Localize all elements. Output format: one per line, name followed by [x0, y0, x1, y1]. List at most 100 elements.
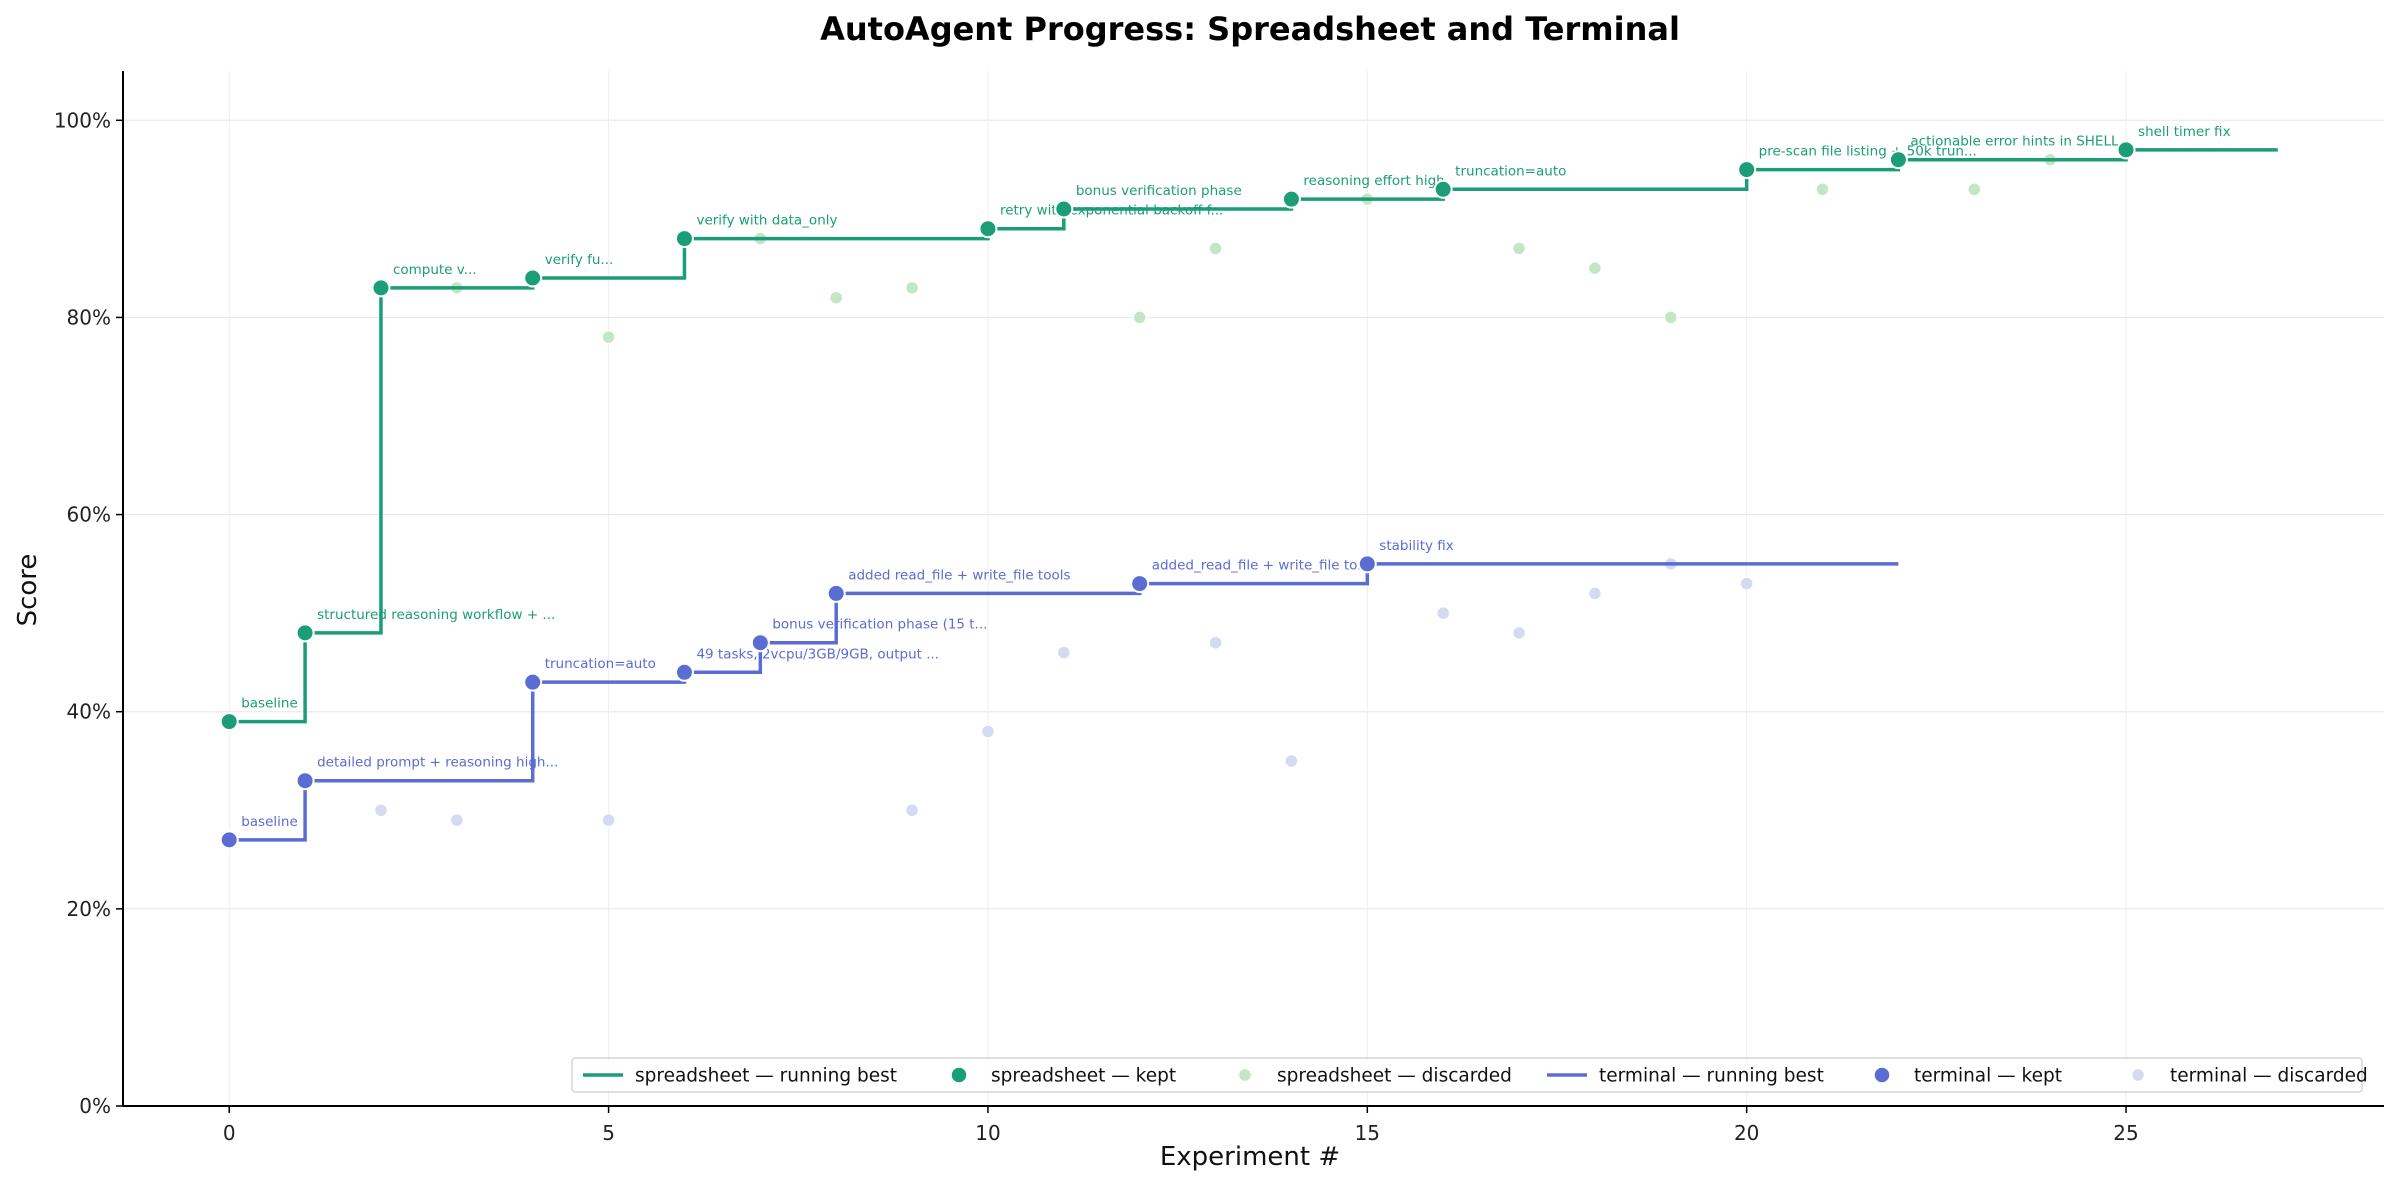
- legend-swatch-dot: [1873, 1066, 1891, 1084]
- legend-swatch-dot: [950, 1066, 968, 1084]
- y-tick-label: 100%: [54, 108, 111, 132]
- chart-title: AutoAgent Progress: Spreadsheet and Term…: [820, 10, 1680, 48]
- terminal-discarded-point: [449, 812, 465, 828]
- legend-item-terminal-running-best: terminal — running best: [1547, 1066, 1824, 1087]
- legend-item-terminal-discarded: terminal — discarded: [2130, 1066, 2368, 1087]
- spreadsheet-kept-annotation: verify fu...: [545, 252, 614, 268]
- terminal-kept-point: [219, 830, 239, 850]
- terminal-discarded-point: [1511, 625, 1527, 641]
- terminal-series: baseline detailed prompt + reasoning high…: [219, 538, 1899, 850]
- legend-label: spreadsheet — discarded: [1277, 1066, 1512, 1087]
- spreadsheet-kept-annotation: verify with data_only: [696, 213, 837, 229]
- legend-label: spreadsheet — kept: [991, 1066, 1176, 1087]
- spreadsheet-kept-point: [1054, 199, 1074, 219]
- terminal-kept-annotation: stability fix: [1379, 538, 1454, 554]
- spreadsheet-kept-point: [523, 268, 543, 288]
- x-tick-label: 15: [1355, 1121, 1380, 1145]
- x-axis-label: Experiment #: [1160, 1142, 1340, 1172]
- terminal-kept-annotation: added_read_file + write_file to...: [1152, 558, 1370, 574]
- terminal-kept-point: [674, 662, 694, 682]
- spreadsheet-kept-annotation: reasoning effort high: [1303, 173, 1444, 189]
- legend-box: [571, 1057, 2363, 1093]
- spreadsheet-kept-annotation: pre-scan file listing + 50k trun...: [1759, 144, 1977, 160]
- ticks: 0% 20% 40% 60% 80% 100% 0 5 10 15 20 25: [54, 108, 2139, 1145]
- terminal-discarded-point: [1284, 753, 1299, 769]
- legend-swatch-dot: [2130, 1067, 2146, 1083]
- legend-label: spreadsheet — running best: [635, 1066, 897, 1087]
- terminal-discarded-point: [1056, 645, 1072, 660]
- x-tick-label: 10: [975, 1121, 1000, 1145]
- spreadsheet-running-best-line: [229, 148, 2278, 724]
- spreadsheet-discarded-point: [1967, 182, 1982, 197]
- terminal-kept-annotation: detailed prompt + reasoning high...: [317, 755, 558, 771]
- terminal-kept-annotation: 49 tasks, 2vcpu/3GB/9GB, output ...: [696, 646, 939, 662]
- spreadsheet-discarded-point: [1587, 260, 1603, 276]
- terminal-discarded-point: [373, 803, 389, 818]
- spreadsheet-kept-annotation: shell timer fix: [2138, 124, 2231, 140]
- terminal-discarded-point: [601, 812, 616, 828]
- x-tick-label: 0: [223, 1121, 236, 1145]
- terminal-running-best-line: [229, 562, 1899, 842]
- y-tick-label: 0%: [79, 1094, 111, 1118]
- terminal-discarded-point: [1587, 586, 1603, 601]
- y-tick-label: 60%: [67, 503, 111, 527]
- terminal-kept-point: [295, 771, 315, 791]
- spreadsheet-discarded-point: [1511, 241, 1527, 256]
- spreadsheet-discarded-point: [1208, 241, 1223, 256]
- legend-item-spreadsheet-kept: spreadsheet — kept: [950, 1066, 1176, 1087]
- spreadsheet-kept-point: [1281, 189, 1301, 209]
- legend-item-terminal-kept: terminal — kept: [1873, 1066, 2062, 1087]
- spreadsheet-kept-annotation: actionable error hints in SHELL: [1910, 134, 2119, 150]
- x-tick-label: 5: [602, 1121, 615, 1145]
- terminal-discarded-point: [1739, 576, 1754, 591]
- spreadsheet-kept-annotation: baseline: [241, 696, 298, 712]
- terminal-kept-point: [1130, 574, 1150, 594]
- x-tick-label: 20: [1734, 1121, 1759, 1145]
- spreadsheet-kept-annotation: bonus verification phase: [1076, 183, 1242, 199]
- terminal-kept-annotation: truncation=auto: [545, 656, 656, 672]
- terminal-kept-point: [523, 672, 543, 692]
- terminal-discarded-point: [980, 724, 996, 739]
- grid: [123, 71, 2384, 1107]
- terminal-kept-point: [750, 633, 770, 653]
- spreadsheet-discarded-point: [1132, 310, 1147, 325]
- spreadsheet-discarded-point: [1663, 310, 1679, 325]
- spreadsheet-discarded-point: [828, 290, 844, 305]
- terminal-kept-point: [1357, 554, 1377, 574]
- spreadsheet-kept-point: [1433, 179, 1453, 199]
- legend-item-spreadsheet-discarded: spreadsheet — discarded: [1237, 1066, 1512, 1087]
- y-axis-label: Score: [13, 554, 43, 627]
- terminal-kept-annotation: baseline: [241, 814, 298, 830]
- series: baseline structured reasoning workflow + …: [219, 124, 2278, 850]
- terminal-kept-point: [826, 583, 846, 603]
- x-tick-label: 25: [2113, 1121, 2138, 1145]
- terminal-kept-annotation: bonus verification phase (15 t...: [772, 617, 987, 633]
- spreadsheet-kept-point: [295, 623, 315, 643]
- terminal-discarded-point: [1208, 635, 1223, 650]
- terminal-discarded-point: [1435, 605, 1451, 621]
- spreadsheet-kept-point: [1737, 160, 1757, 180]
- spreadsheet-kept-point: [219, 712, 239, 732]
- spreadsheet-series: baseline structured reasoning workflow + …: [219, 124, 2278, 732]
- spreadsheet-kept-point: [2116, 140, 2136, 160]
- spreadsheet-discarded-point: [904, 280, 920, 296]
- spreadsheet-kept-point: [1888, 150, 1908, 170]
- legend-item-spreadsheet-running-best: spreadsheet — running best: [583, 1066, 897, 1087]
- spreadsheet-discarded-point: [1815, 182, 1830, 197]
- terminal-kept-annotation: added read_file + write_file tools: [848, 567, 1070, 583]
- spreadsheet-kept-annotation: retry with exponential backoff f...: [1000, 203, 1223, 219]
- axes: [122, 71, 2384, 1107]
- spreadsheet-kept-annotation: structured reasoning workflow + ...: [317, 607, 555, 623]
- legend-label: terminal — kept: [1914, 1066, 2062, 1087]
- legend-label: terminal — running best: [1599, 1066, 1824, 1087]
- spreadsheet-kept-point: [674, 229, 694, 249]
- spreadsheet-kept-point: [978, 219, 998, 239]
- spreadsheet-kept-point: [371, 278, 391, 298]
- y-tick-label: 20%: [67, 897, 111, 921]
- spreadsheet-discarded-point: [601, 329, 616, 345]
- terminal-discarded-point: [904, 803, 920, 818]
- spreadsheet-kept-annotation: compute v...: [393, 262, 477, 278]
- y-tick-label: 40%: [67, 700, 111, 724]
